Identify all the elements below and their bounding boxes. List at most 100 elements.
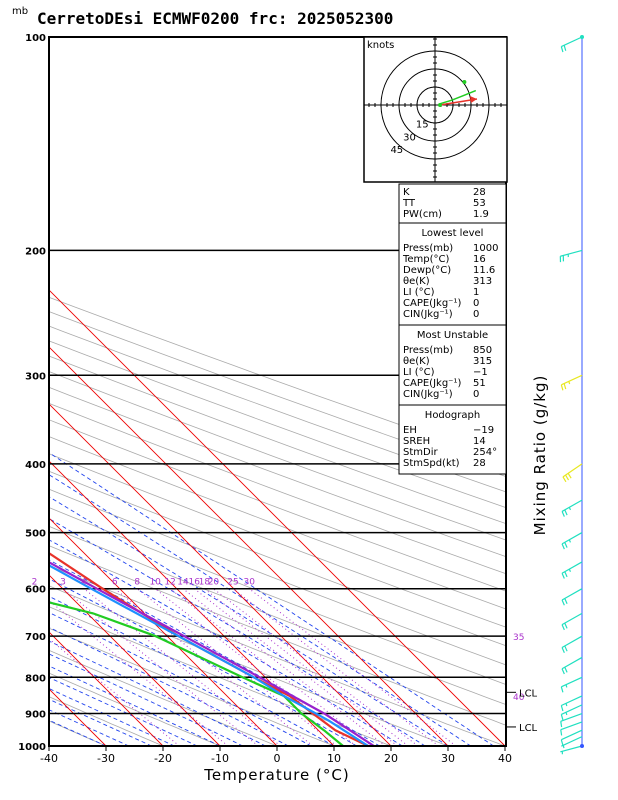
lowest-level-row-value: 1000 — [473, 243, 498, 254]
hodograph-unit-label: knots — [367, 40, 394, 51]
mixing-ratio-label: 10 — [149, 578, 161, 588]
wind-barb-flag — [564, 571, 568, 578]
hodograph-ring-label: 45 — [390, 145, 403, 156]
dry-adiabat — [49, 296, 506, 462]
wind-barb — [561, 499, 583, 517]
pressure-tick-label: 200 — [25, 246, 46, 257]
wind-barb-flag — [560, 46, 564, 53]
lcl-label: LCL — [519, 723, 538, 734]
pressure-tick-label: 400 — [25, 460, 46, 471]
wind-barb-staff — [562, 463, 583, 478]
pressure-tick-label: 700 — [25, 632, 46, 643]
wind-barb-flag — [560, 714, 564, 721]
sounding-trace — [49, 601, 344, 746]
wind-barb-staff — [561, 499, 583, 512]
index-row-value: 28 — [473, 187, 486, 198]
wind-barb-staff — [561, 561, 583, 574]
wind-barb-staff — [561, 588, 583, 601]
isotherm — [49, 289, 506, 746]
lcl-label: LCL — [519, 688, 538, 699]
hodograph-indices-row-label: SREH — [403, 436, 430, 447]
wind-barb — [561, 736, 583, 749]
hodograph-ring-label: 30 — [403, 132, 416, 143]
mixing-ratio-label: 30 — [243, 578, 255, 588]
moist-adiabat — [49, 518, 426, 746]
moist-adiabat — [49, 612, 312, 746]
wind-barb-flag — [567, 473, 572, 479]
dry-adiabat — [49, 672, 221, 746]
wind-barb — [561, 612, 583, 631]
hodograph-indices-row-value: 14 — [473, 436, 486, 447]
dry-adiabat — [49, 649, 278, 746]
wind-barb-flag — [564, 645, 568, 652]
corner-unit: mb — [12, 6, 28, 17]
index-row-label: TT — [402, 198, 416, 209]
mixing-ratio-label: 6 — [112, 578, 118, 588]
wind-barb — [561, 532, 583, 550]
wind-barb — [559, 249, 583, 263]
wind-barb-flag — [568, 568, 572, 572]
wind-barb-flag — [562, 476, 567, 483]
dry-adiabat — [49, 311, 506, 477]
most-unstable-box — [398, 324, 507, 406]
lowest-level-row-label: CAPE(Jkg⁻¹) — [403, 298, 461, 309]
hodograph-trace — [439, 89, 477, 105]
hodograph-indices-row-value: −19 — [473, 425, 494, 436]
wind-barb-flag — [560, 739, 564, 746]
wind-barb-flag — [565, 712, 568, 716]
lowest-level-row-value: 0 — [473, 298, 479, 309]
most-unstable-row-value: −1 — [473, 367, 488, 378]
hodograph-start-dot — [438, 103, 442, 107]
wind-barb-staff — [560, 249, 583, 257]
wind-barb-flag — [564, 598, 568, 604]
dry-adiabat — [49, 470, 506, 647]
wind-barb-staff — [561, 729, 583, 741]
wind-barb-flag — [561, 668, 565, 675]
wind-barb-flag — [561, 543, 565, 550]
dry-adiabat — [49, 419, 506, 592]
most-unstable-row-label: LI (°C) — [403, 367, 435, 378]
wind-barb — [560, 712, 583, 728]
hodograph-indices-row-value: 28 — [473, 458, 486, 469]
lowest-level-row-value: 313 — [473, 276, 492, 287]
index-row-label: K — [403, 187, 410, 198]
dry-adiabat — [49, 627, 335, 746]
wind-barb-flag — [560, 384, 564, 391]
wind-barb-staff — [561, 532, 583, 545]
wind-barb-staff — [561, 736, 583, 747]
dry-adiabat — [49, 436, 506, 610]
wind-barb-flag — [568, 539, 572, 543]
wind-barb-flag — [564, 509, 568, 516]
pressure-tick-label: 500 — [25, 529, 46, 540]
dry-adiabat — [49, 606, 392, 746]
dry-adiabat — [49, 402, 506, 575]
hodograph-indices-row-label: EH — [403, 425, 417, 436]
most-unstable-row-label: Press(mb) — [403, 345, 453, 356]
dry-adiabat — [49, 525, 506, 705]
wind-barb-flag — [561, 599, 565, 606]
wind-barb-staff — [561, 635, 583, 648]
storm-motion-arrowhead — [469, 96, 477, 103]
wind-barb-flag — [562, 745, 565, 749]
lowest-level-row-label: Dewp(°C) — [403, 265, 451, 276]
wind-barb-flag — [564, 542, 568, 548]
wind-barb-flag — [563, 383, 567, 390]
wind-barb-flag — [561, 624, 565, 631]
wind-barb-flag — [560, 686, 564, 693]
wind-barb-flag — [565, 474, 570, 481]
lowest-level-row-label: LI (°C) — [403, 287, 435, 298]
lowest-level-box — [398, 222, 507, 326]
wind-barb-flag — [560, 721, 563, 728]
wind-barb — [560, 695, 583, 712]
index-row-label: PW(cm) — [403, 209, 442, 220]
hodograph-indices-box — [398, 404, 507, 475]
wind-barb — [560, 704, 583, 721]
moist-adiabat — [49, 640, 266, 746]
wind-barb — [561, 561, 583, 579]
wind-barb-flag — [560, 705, 564, 712]
indices-top-box — [398, 183, 507, 224]
wind-barb — [560, 36, 583, 53]
lowest-level-row-value: 1 — [473, 287, 479, 298]
